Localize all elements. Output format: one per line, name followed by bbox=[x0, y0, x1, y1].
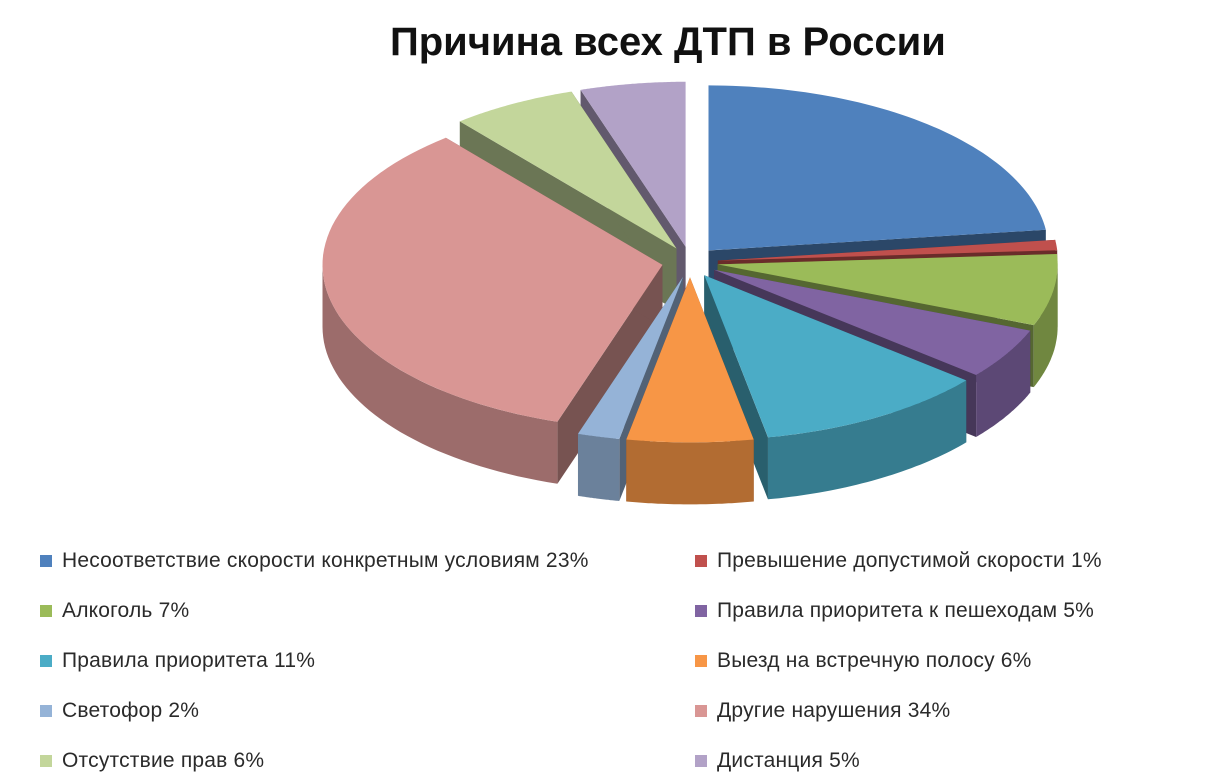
legend-swatch bbox=[695, 555, 707, 567]
legend-item: Правила приоритета к пешеходам 5% bbox=[695, 594, 1094, 628]
legend-swatch bbox=[695, 605, 707, 617]
legend-label: Несоответствие скорости конкретным услов… bbox=[62, 549, 589, 572]
legend-label: Отсутствие прав 6% bbox=[62, 749, 265, 772]
legend-swatch bbox=[40, 705, 52, 717]
pie-slice-top bbox=[578, 276, 683, 439]
legend-item: Несоответствие скорости конкретным услов… bbox=[40, 544, 589, 578]
pie-slice-top bbox=[580, 81, 686, 247]
pie-slice-top bbox=[717, 254, 1058, 326]
legend-label: Правила приоритета 11% bbox=[62, 649, 316, 672]
legend-label: Дистанция 5% bbox=[717, 749, 860, 772]
pie-slice-top bbox=[717, 239, 1058, 261]
pie-slice-side bbox=[322, 264, 558, 484]
legend-swatch bbox=[40, 655, 52, 667]
chart-title-area: Причина всех ДТП в России bbox=[0, 0, 1210, 90]
legend-swatch bbox=[40, 555, 52, 567]
pie-slice-top bbox=[714, 269, 1031, 375]
pie-slice-side bbox=[768, 380, 967, 500]
chart-legend: Несоответствие скорости конкретным услов… bbox=[0, 540, 1210, 772]
pie-slice-top bbox=[708, 85, 1046, 251]
legend-item: Дистанция 5% bbox=[695, 744, 860, 778]
legend-label: Правила приоритета к пешеходам 5% bbox=[717, 599, 1095, 622]
legend-item: Алкоголь 7% bbox=[40, 594, 189, 628]
pie-slice-top bbox=[322, 137, 663, 422]
legend-swatch bbox=[695, 755, 707, 767]
legend-item: Правила приоритета 11% bbox=[40, 644, 315, 678]
pie-slice-top bbox=[626, 277, 754, 443]
legend-swatch bbox=[695, 655, 707, 667]
pie-chart bbox=[322, 81, 1058, 505]
legend-swatch bbox=[40, 605, 52, 617]
pie-slice-top bbox=[704, 275, 967, 438]
legend-swatch bbox=[40, 755, 52, 767]
pie-slice-side bbox=[578, 433, 620, 501]
legend-swatch bbox=[695, 705, 707, 717]
legend-item: Другие нарушения 34% bbox=[695, 694, 950, 728]
legend-label: Светофор 2% bbox=[62, 699, 200, 722]
legend-item: Отсутствие прав 6% bbox=[40, 744, 264, 778]
legend-label: Выезд на встречную полосу 6% bbox=[717, 649, 1032, 672]
legend-label: Алкоголь 7% bbox=[62, 599, 190, 622]
legend-item: Светофор 2% bbox=[40, 694, 199, 728]
chart-title: Причина всех ДТП в России bbox=[390, 20, 946, 64]
legend-label: Другие нарушения 34% bbox=[717, 699, 951, 722]
pie-slice-side bbox=[976, 330, 1031, 437]
pie-slice-top bbox=[459, 91, 677, 249]
legend-item: Выезд на встречную полосу 6% bbox=[695, 644, 1032, 678]
legend-item: Превышение допустимой скорости 1% bbox=[695, 544, 1102, 578]
legend-label: Превышение допустимой скорости 1% bbox=[717, 549, 1102, 572]
pie-slice bbox=[626, 277, 754, 505]
pie-slice-side bbox=[626, 439, 754, 505]
